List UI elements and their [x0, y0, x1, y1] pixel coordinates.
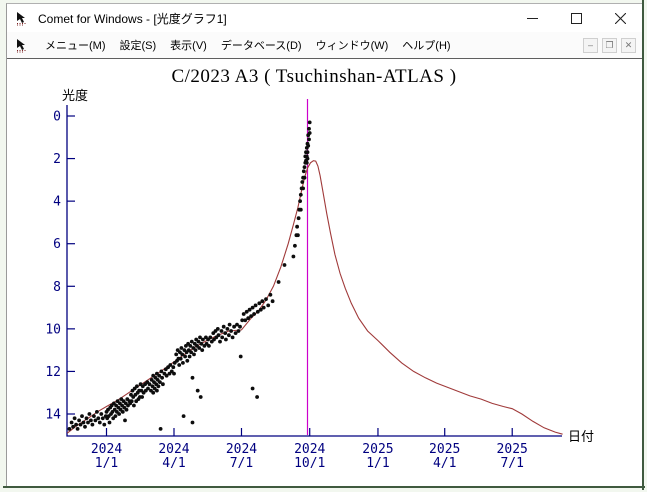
model-light-curve: [66, 160, 563, 435]
svg-text:4: 4: [53, 195, 61, 210]
title-bar[interactable]: Comet for Windows - [光度グラフ1]: [7, 4, 642, 32]
y-axis-ticks: 0 2 4 6 8 10 12 14: [45, 110, 75, 422]
svg-text:2025: 2025: [429, 442, 460, 457]
axes: [66, 105, 562, 437]
mdi-restore-button[interactable]: ❐: [602, 37, 617, 53]
svg-text:1/1: 1/1: [366, 456, 389, 471]
menu-item-0[interactable]: メニュー(M): [45, 40, 106, 52]
svg-text:7/1: 7/1: [500, 456, 523, 471]
svg-text:10/1: 10/1: [294, 456, 325, 471]
menu-item-4[interactable]: ウィンドウ(W): [315, 40, 389, 52]
menu-bar: メニュー(M) 設定(S) 表示(V) データベース(D) ウィンドウ(W) ヘルプ(H)…: [7, 32, 642, 59]
minimize-button[interactable]: [510, 4, 554, 32]
svg-text:10: 10: [45, 322, 61, 337]
menu-item-5[interactable]: ヘルプ(H): [402, 40, 451, 52]
svg-text:2: 2: [53, 152, 61, 167]
svg-text:0: 0: [53, 110, 61, 125]
svg-text:1/1: 1/1: [95, 456, 118, 471]
observation-points: [67, 120, 312, 431]
menu-items: メニュー(M) 設定(S) 表示(V) データベース(D) ウィンドウ(W) ヘルプ(H): [38, 34, 458, 56]
mdi-window-controls: – ❐ ✕: [583, 37, 642, 53]
svg-text:2024: 2024: [294, 442, 325, 457]
svg-text:4/1: 4/1: [162, 456, 185, 471]
svg-text:2024: 2024: [158, 442, 189, 457]
y-axis-label: 光度: [62, 88, 88, 103]
app-window: Comet for Windows - [光度グラフ1] メニュー(M) 設定(S…: [6, 3, 642, 486]
svg-text:14: 14: [45, 407, 61, 422]
window-frame-edge-bottom: [3, 486, 645, 488]
svg-text:7/1: 7/1: [230, 456, 253, 471]
x-axis-label: 日付: [568, 429, 594, 444]
window-frame-edge-right: [642, 0, 644, 490]
maximize-button[interactable]: [554, 4, 598, 32]
light-curve-chart: C/2023 A3 ( Tsuchinshan-ATLAS ) 0 2 4 6 8 10 12…: [45, 66, 594, 471]
svg-text:12: 12: [45, 365, 61, 380]
window-title: Comet for Windows - [光度グラフ1]: [38, 11, 227, 26]
mdi-minimize-button[interactable]: –: [583, 37, 598, 53]
minimize-icon: [526, 17, 538, 19]
svg-text:8: 8: [53, 280, 61, 295]
svg-text:2024: 2024: [91, 442, 122, 457]
svg-text:2025: 2025: [362, 442, 393, 457]
svg-text:2025: 2025: [497, 442, 528, 457]
app-icon: [17, 11, 26, 25]
close-button[interactable]: [598, 4, 642, 32]
x-axis-ticks: 20241/120244/120247/1202410/120251/12025…: [91, 428, 528, 471]
close-icon: [614, 12, 626, 24]
svg-text:2024: 2024: [226, 442, 257, 457]
mdi-close-button[interactable]: ✕: [621, 37, 636, 53]
chart-title: C/2023 A3 ( Tsuchinshan-ATLAS ): [171, 66, 456, 87]
chart-client-area: C/2023 A3 ( Tsuchinshan-ATLAS ) 0 2 4 6 8 10 12…: [7, 59, 642, 486]
maximize-icon: [570, 12, 582, 24]
mdi-child-icon[interactable]: [15, 38, 30, 53]
menu-item-2[interactable]: 表示(V): [170, 40, 207, 52]
svg-text:4/1: 4/1: [433, 456, 456, 471]
window-controls: [510, 4, 642, 32]
menu-item-3[interactable]: データベース(D): [220, 40, 302, 52]
menu-item-1[interactable]: 設定(S): [119, 40, 157, 52]
svg-text:6: 6: [53, 237, 61, 252]
